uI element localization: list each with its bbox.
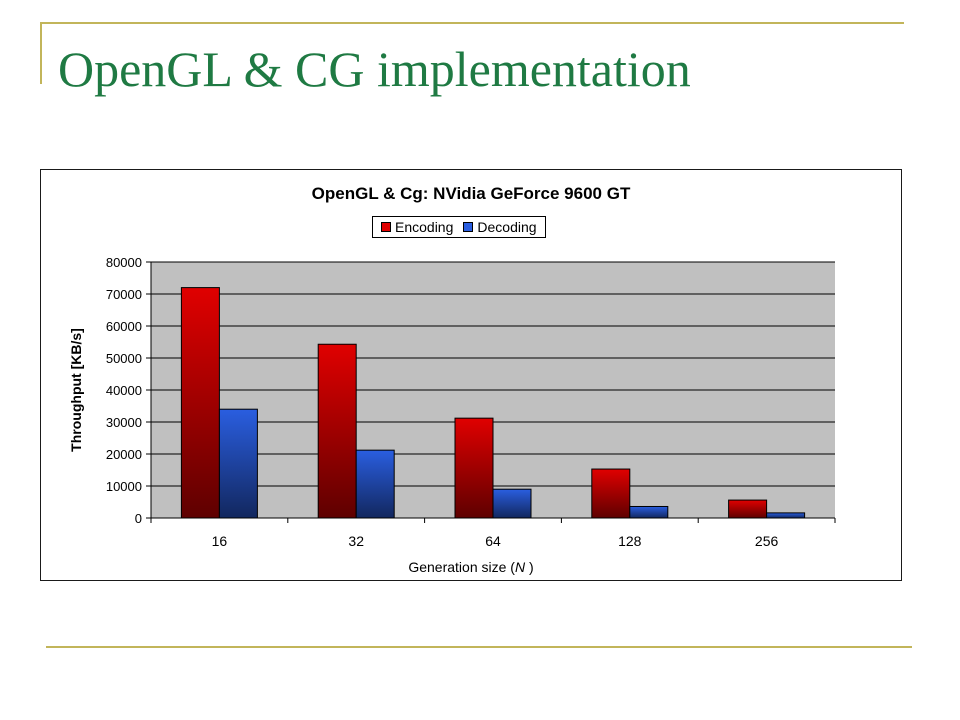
bars — [180, 287, 806, 519]
chart-frame: 0 10000 20000 30000 40000 50000 60000 70000 8000… — [40, 169, 902, 581]
y-tick-label: 50000 — [106, 351, 142, 366]
slide-title: OpenGL & CG implementation — [58, 41, 691, 97]
x-tick-label: 256 — [755, 533, 779, 549]
decorative-left-line — [40, 22, 42, 84]
bar-decoding-256 — [766, 512, 806, 519]
legend-label-decoding: Decoding — [477, 219, 537, 235]
bar-encoding-256 — [728, 499, 768, 519]
bar-decoding-16 — [218, 408, 258, 519]
x-axis-title-suffix: ) — [525, 559, 534, 575]
bar-decoding-32 — [355, 449, 395, 519]
x-tick-label: 16 — [212, 533, 228, 549]
legend-swatch-encoding — [381, 222, 391, 232]
bar-encoding-64 — [454, 417, 494, 519]
decorative-top-line — [40, 22, 904, 24]
bar-encoding-128 — [591, 468, 631, 519]
x-tick-label: 64 — [485, 533, 501, 549]
legend-item-encoding: Encoding — [381, 219, 453, 235]
x-tick-label: 128 — [618, 533, 642, 549]
y-tick-label: 70000 — [106, 287, 142, 302]
bar-decoding-64 — [492, 488, 532, 519]
x-axis-title-variable: N — [514, 559, 526, 575]
decorative-bottom-line — [46, 646, 912, 648]
legend-label-encoding: Encoding — [395, 219, 454, 235]
y-tick-label: 0 — [135, 511, 142, 526]
legend-swatch-decoding — [463, 222, 474, 232]
bar-encoding-32 — [317, 343, 357, 519]
bar-decoding-128 — [629, 505, 669, 519]
x-axis-title: Generation size (N ) — [41, 559, 901, 575]
y-axis-title: Throughput [KB/s] — [68, 328, 84, 452]
chart-title: OpenGL & Cg: NVidia GeForce 9600 GT — [311, 184, 631, 203]
y-tick-label: 60000 — [106, 319, 142, 334]
bar-encoding-16 — [180, 287, 220, 519]
axes: 0 10000 20000 30000 40000 50000 60000 70000 8000… — [106, 255, 836, 549]
bar-chart: 0 10000 20000 30000 40000 50000 60000 70000 8000… — [68, 255, 836, 549]
y-tick-label: 80000 — [106, 255, 142, 270]
x-axis-title-prefix: Generation size ( — [408, 559, 515, 575]
y-tick-label: 30000 — [106, 415, 142, 430]
y-tick-label: 10000 — [106, 479, 142, 494]
y-tick-label: 40000 — [106, 383, 142, 398]
chart-legend: Encoding Decoding — [372, 216, 546, 238]
legend-item-decoding: Decoding — [463, 219, 537, 235]
y-tick-label: 20000 — [106, 447, 142, 462]
x-tick-label: 32 — [348, 533, 364, 549]
